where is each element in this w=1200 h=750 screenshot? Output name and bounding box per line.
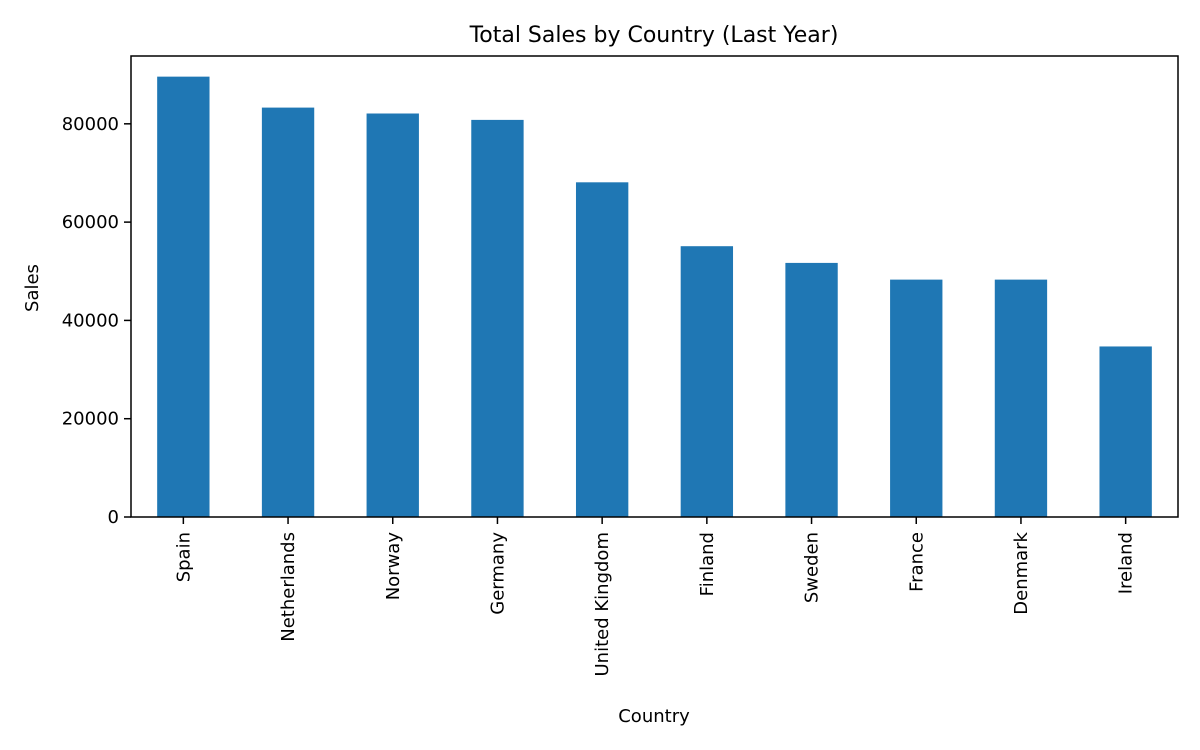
plot-frame — [130, 55, 1179, 518]
bar-norway — [366, 113, 419, 517]
y-tick-label: 0 — [108, 507, 119, 528]
x-tick-label: France — [906, 532, 927, 592]
bar-netherlands — [261, 107, 315, 517]
x-tick-label: United Kingdom — [592, 532, 613, 676]
y-tick-label: 80000 — [62, 114, 119, 135]
x-tick-label: Netherlands — [278, 532, 299, 642]
y-axis-ticks: 0 20000 40000 60000 80000 — [62, 114, 131, 528]
y-axis-label: Sales — [22, 264, 43, 312]
bar-denmark — [994, 279, 1048, 517]
y-tick-label: 20000 — [62, 409, 119, 430]
y-tick-label: 40000 — [62, 310, 119, 331]
x-tick-label: Germany — [487, 532, 508, 615]
x-axis-label: Country — [618, 706, 690, 727]
bar-france — [890, 279, 943, 517]
bar-germany — [471, 119, 524, 517]
x-tick-label: Denmark — [1011, 531, 1032, 614]
x-tick-label: Spain — [173, 532, 194, 582]
bar-sweden — [785, 262, 838, 517]
x-tick-label: Sweden — [802, 532, 823, 603]
x-tick-label: Ireland — [1116, 532, 1137, 594]
y-tick-label: 60000 — [62, 212, 119, 233]
bar-spain — [157, 76, 210, 517]
bar-ireland — [1099, 346, 1152, 517]
x-tick-label: Norway — [383, 532, 404, 601]
chart-title: Total Sales by Country (Last Year) — [469, 23, 839, 48]
bars-group — [157, 76, 1152, 517]
bar-finland — [680, 246, 734, 517]
x-axis-ticks: Spain Netherlands Norway Germany United King… — [173, 517, 1137, 676]
bar-united-kingdom — [575, 182, 629, 517]
x-tick-label: Finland — [697, 532, 718, 596]
